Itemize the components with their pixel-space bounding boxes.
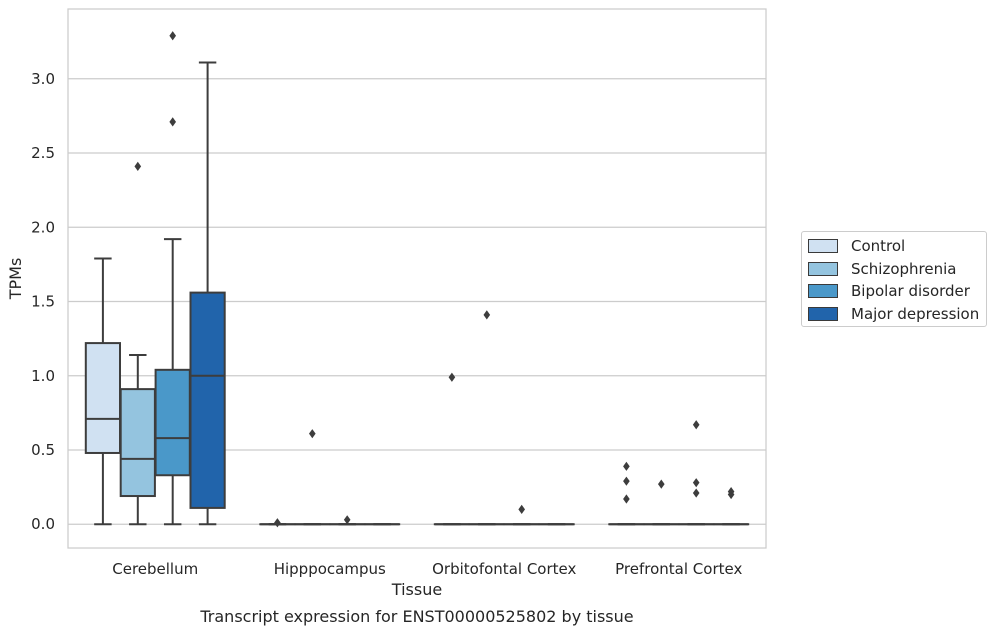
box-plots xyxy=(84,31,750,528)
y-tick-label: 2.5 xyxy=(31,144,55,162)
legend-label-control: Control xyxy=(851,237,906,256)
box-major-depression-cerebellum xyxy=(189,61,226,526)
box-schizophrenia-orbitofontal-cortex xyxy=(468,310,505,526)
legend-label-major-depression: Major depression xyxy=(851,304,980,323)
y-tick-label: 1.0 xyxy=(31,367,55,385)
plot-frame xyxy=(67,8,767,549)
box-bipolar-disorder-cerebellum xyxy=(154,31,191,526)
y-tick-label: 1.5 xyxy=(31,293,55,311)
legend-swatch-bipolar-disorder xyxy=(808,284,838,299)
outlier-point xyxy=(448,372,456,382)
x-tick-label-cerebellum: Cerebellum xyxy=(112,560,198,578)
outlier-point xyxy=(727,486,735,497)
y-tick-labels: 0.0 0.5 1.0 1.5 2.0 2.5 3.0 xyxy=(31,70,55,533)
box-iqr xyxy=(84,342,122,454)
legend-swatch-schizophrenia xyxy=(808,261,838,276)
y-tick-label: 2.0 xyxy=(31,218,55,236)
legend-item-control: Control xyxy=(808,235,986,258)
box-major-depression-prefrontal-cortex xyxy=(712,486,750,526)
outlier-point xyxy=(623,494,630,504)
outlier-point xyxy=(692,488,700,498)
box-bipolar-disorder-hipppocampus xyxy=(329,515,366,526)
outlier-point xyxy=(343,515,351,525)
box-control-hipppocampus xyxy=(259,518,296,528)
legend-swatch-major-depression xyxy=(808,306,838,321)
x-tick-label-prefrontal-cortex: Prefrontal Cortex xyxy=(615,560,742,578)
box-iqr xyxy=(154,368,191,477)
legend-item-schizophrenia: Schizophrenia xyxy=(808,258,986,281)
legend-item-bipolar-disorder: Bipolar disorder xyxy=(808,280,986,303)
box-control-prefrontal-cortex xyxy=(608,461,645,526)
box-bipolar-disorder-prefrontal-cortex xyxy=(678,420,715,526)
x-tick-labels: Cerebellum Hipppocampus Orbitofontal Corte… xyxy=(112,560,742,578)
y-tick-label: 0.5 xyxy=(31,441,55,459)
chart-caption: Transcript expression for ENST0000052580… xyxy=(199,607,633,626)
outlier-point xyxy=(623,461,630,471)
legend-label-bipolar-disorder: Bipolar disorder xyxy=(851,282,970,301)
box-iqr xyxy=(189,291,226,509)
y-axis-label: TPMs xyxy=(6,258,25,301)
y-tick-label: 3.0 xyxy=(31,70,55,88)
legend: Control Schizophrenia Bipolar disorder M… xyxy=(801,231,987,327)
outlier-point xyxy=(308,429,316,439)
outlier-point xyxy=(518,504,526,514)
outlier-point xyxy=(623,476,630,486)
outlier-point xyxy=(483,310,491,320)
x-axis-label: Tissue xyxy=(391,580,442,599)
outlier-point xyxy=(274,518,281,528)
box-schizophrenia-hipppocampus xyxy=(294,429,331,526)
legend-label-schizophrenia: Schizophrenia xyxy=(851,259,957,278)
legend-item-major-depression: Major depression xyxy=(808,303,986,326)
outlier-point xyxy=(692,420,700,430)
box-control-orbitofontal-cortex xyxy=(433,372,471,526)
legend-swatch-control xyxy=(808,239,838,254)
outlier-point xyxy=(657,479,665,489)
box-schizophrenia-cerebellum xyxy=(119,161,156,526)
outlier-point xyxy=(169,117,177,127)
outlier-point xyxy=(169,31,177,41)
box-control-cerebellum xyxy=(84,257,122,526)
y-tick-label: 0.0 xyxy=(31,515,55,533)
box-iqr xyxy=(119,388,156,498)
outlier-point xyxy=(134,161,142,171)
box-bipolar-disorder-orbitofontal-cortex xyxy=(503,504,540,526)
x-tick-label-orbitofontal-cortex: Orbitofontal Cortex xyxy=(432,560,576,578)
box-schizophrenia-prefrontal-cortex xyxy=(643,479,680,526)
x-tick-label-hipppocampus: Hipppocampus xyxy=(274,560,386,578)
outlier-point xyxy=(692,478,700,488)
